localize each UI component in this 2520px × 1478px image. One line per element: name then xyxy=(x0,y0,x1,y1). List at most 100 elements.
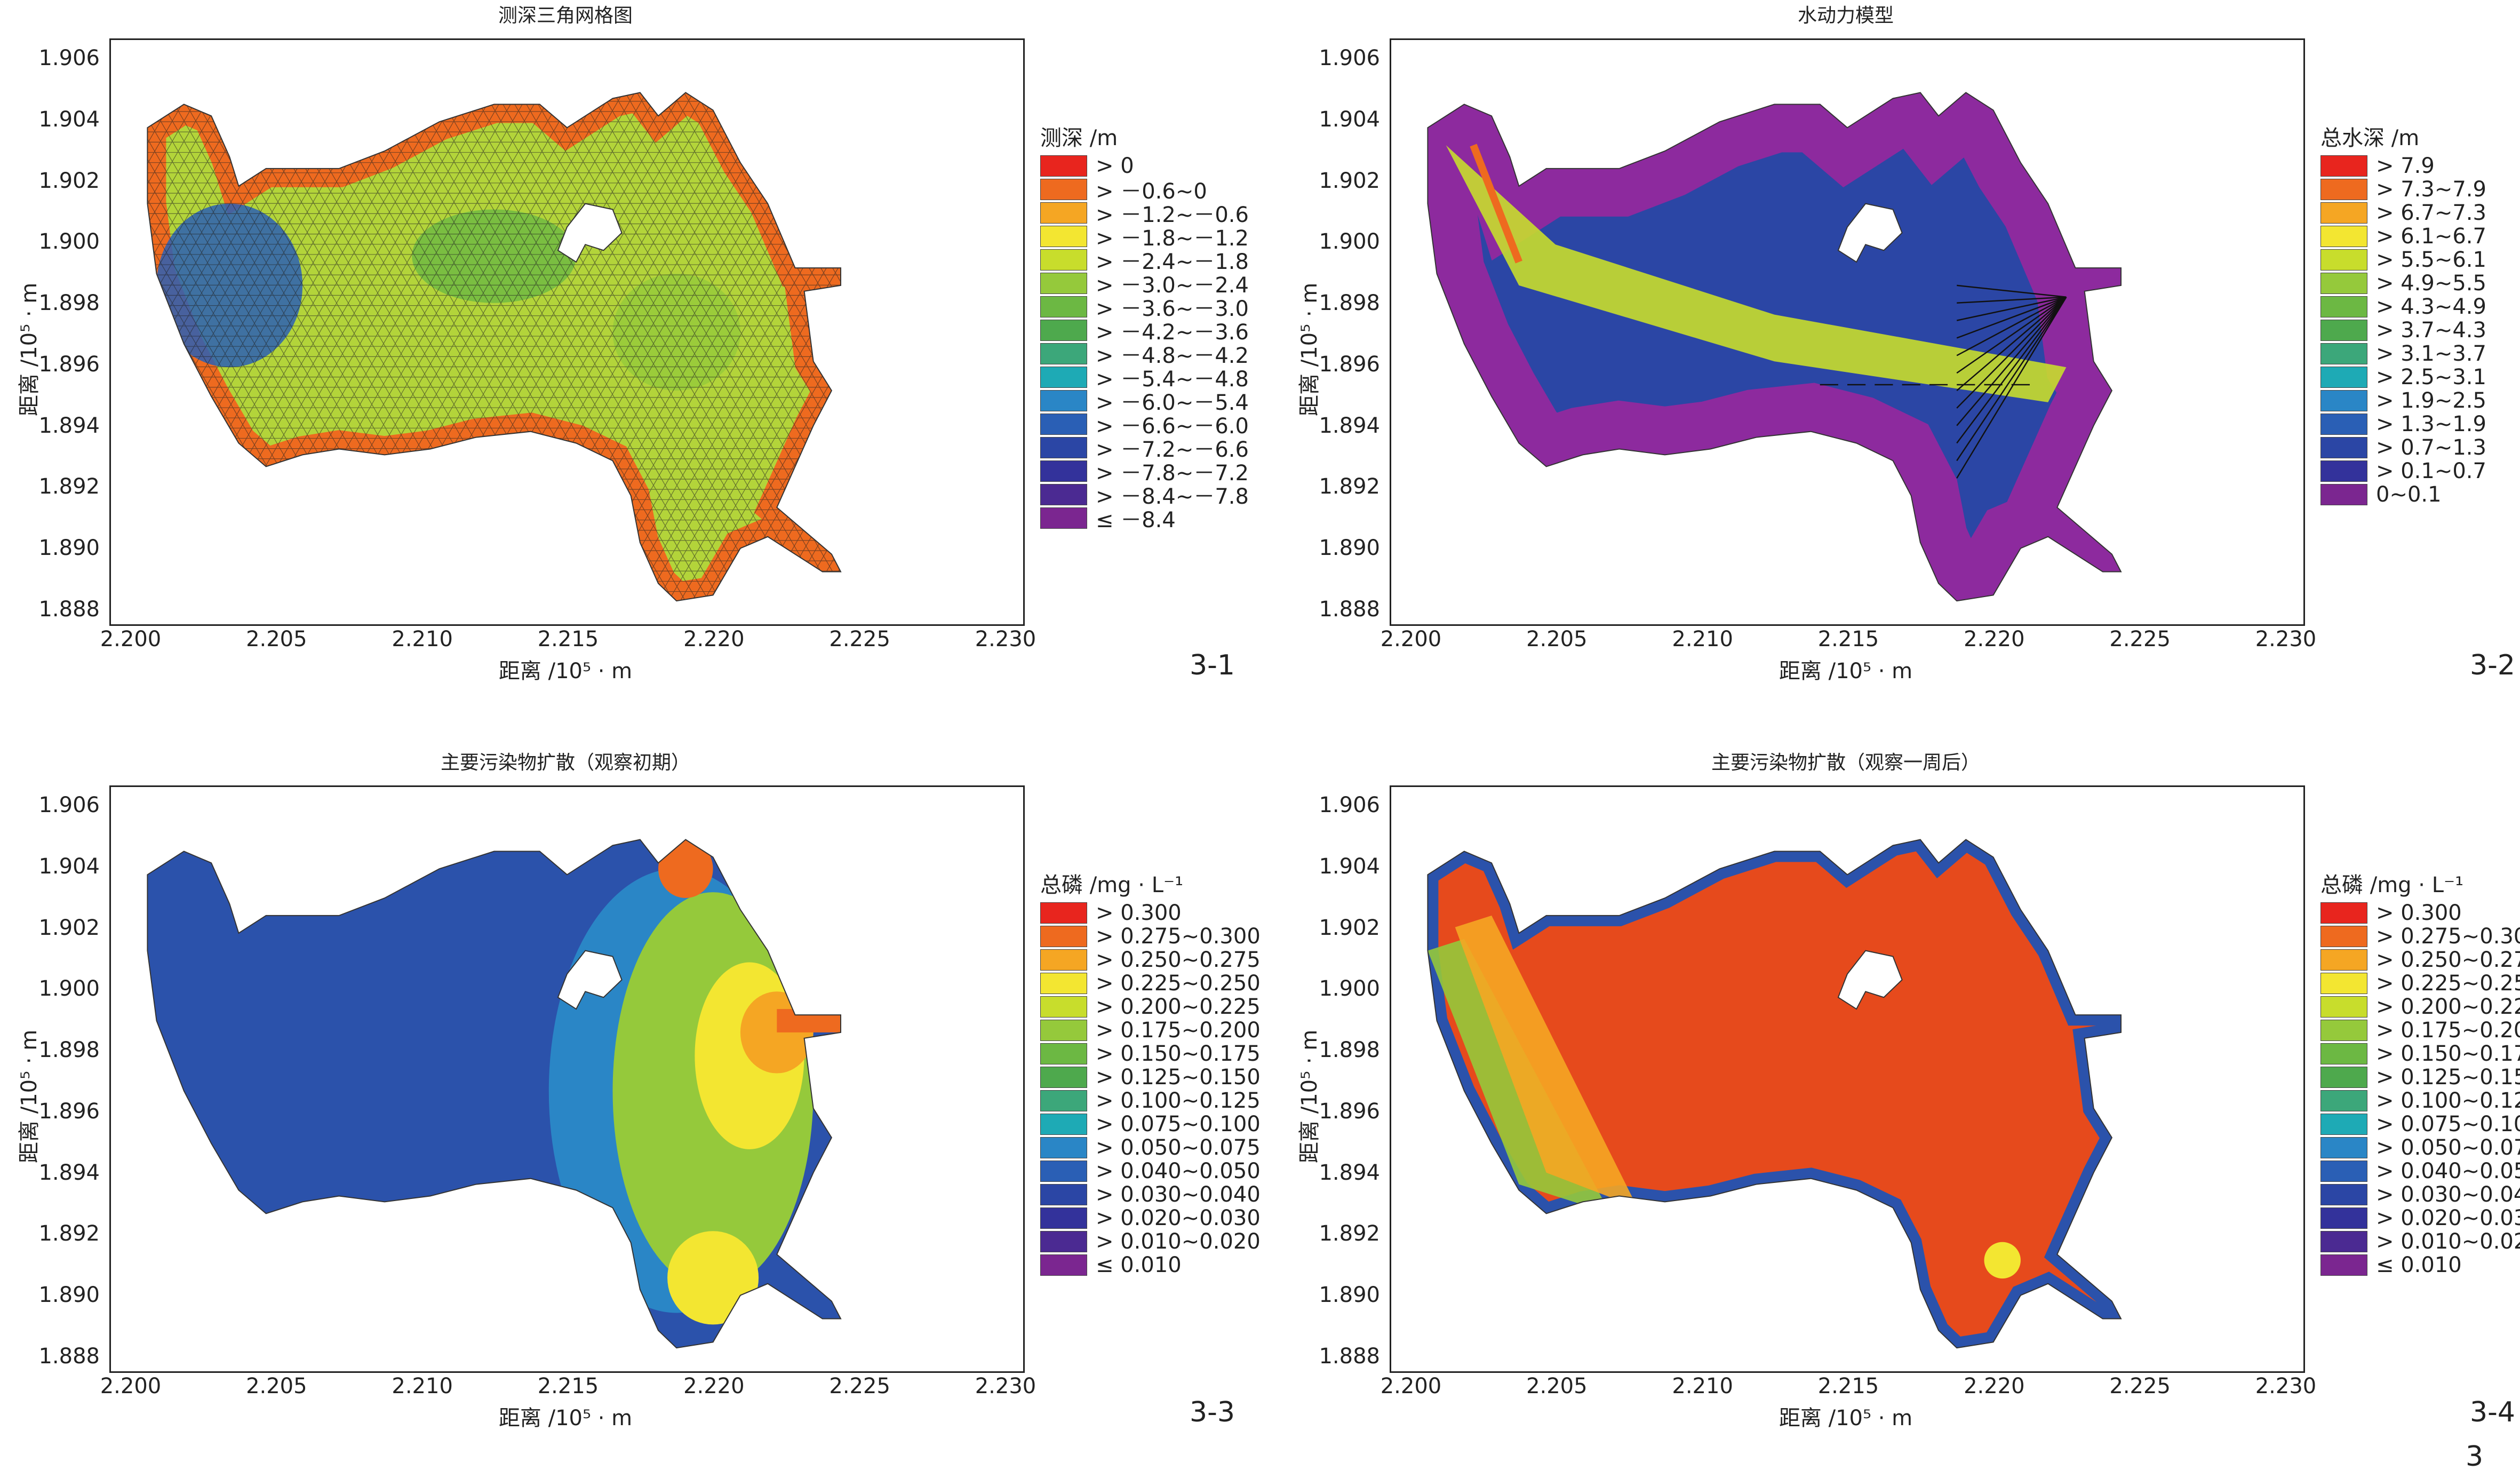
y-tick-label: 1.902 xyxy=(38,168,100,193)
legend-item: > －4.2~－3.6 xyxy=(1040,319,1249,345)
legend-label: > 7.3~7.9 xyxy=(2376,177,2486,202)
legend-swatch xyxy=(1040,1207,1087,1229)
legend-item: > 0.300 xyxy=(2320,901,2462,925)
legend-swatch xyxy=(2320,1020,2367,1041)
y-axis-label: 距离 /10⁵ · m xyxy=(17,282,42,416)
legend-swatch xyxy=(1040,390,1087,411)
legend-swatch xyxy=(2320,390,2367,411)
x-tick-label: 2.225 xyxy=(2109,627,2171,651)
legend-item: > 0.250~0.275 xyxy=(1040,948,1261,972)
y-tick-label: 1.894 xyxy=(38,413,100,438)
legend-label: > －6.6~－6.0 xyxy=(1096,414,1249,439)
y-tick-label: 1.902 xyxy=(1319,915,1380,940)
y-tick-label: 1.894 xyxy=(1319,1160,1380,1185)
plot-area xyxy=(109,785,1025,1373)
legend-label: > 0.225~0.250 xyxy=(2376,971,2520,996)
legend-label: > －4.2~－3.6 xyxy=(1096,320,1249,345)
legend-swatch xyxy=(1040,437,1087,458)
legend-label: > 0.125~0.150 xyxy=(1096,1065,1261,1090)
legend-label: > 3.7~4.3 xyxy=(2376,318,2486,343)
legend-swatch xyxy=(2320,1067,2367,1088)
legend-item: > －5.4~－4.8 xyxy=(1040,366,1249,392)
legend-item: ≤ 0.010 xyxy=(2320,1253,2462,1277)
island xyxy=(1837,950,1903,1010)
legend-swatch xyxy=(2320,273,2367,294)
y-tick-label: 1.888 xyxy=(38,1344,100,1369)
legend-label: > 0.150~0.175 xyxy=(2376,1042,2520,1066)
legend-item: > 0.150~0.175 xyxy=(1040,1042,1261,1066)
y-tick-label: 1.896 xyxy=(1319,352,1380,377)
legend-swatch xyxy=(1040,949,1087,971)
x-tick-label: 2.215 xyxy=(1817,627,1879,651)
lake-map xyxy=(147,839,842,1349)
legend-label: > 0.040~0.050 xyxy=(1096,1159,1261,1183)
legend-item: > 0.200~0.225 xyxy=(2320,995,2520,1019)
legend-swatch xyxy=(1040,1161,1087,1182)
chart-title: 测深三角网格图 xyxy=(498,5,633,27)
legend-item: > 0.030~0.040 xyxy=(1040,1182,1261,1207)
legend-item: > －0.6~0 xyxy=(1040,178,1207,204)
legend-swatch xyxy=(2320,1231,2367,1252)
legend-item: ≤ －8.4 xyxy=(1040,507,1176,533)
legend-item: > 0.010~0.020 xyxy=(1040,1229,1261,1254)
legend-item: > 0.020~0.030 xyxy=(1040,1206,1261,1230)
legend-label: > 0.100~0.125 xyxy=(1096,1088,1261,1113)
x-tick-label: 2.215 xyxy=(537,1374,599,1398)
legend-label: > －7.8~－7.2 xyxy=(1096,461,1249,486)
legend-label: ≤ 0.010 xyxy=(2376,1253,2462,1277)
legend-label: > 0.225~0.250 xyxy=(1096,971,1261,996)
legend-swatch xyxy=(1040,973,1087,994)
shoreline xyxy=(1427,839,2122,1349)
y-tick-label: 1.906 xyxy=(1319,46,1380,70)
legend-label: > 0.125~0.150 xyxy=(2376,1065,2520,1090)
legend-label: > －0.6~0 xyxy=(1096,179,1207,204)
legend-label: > 0.200~0.225 xyxy=(2376,995,2520,1019)
panel-tag: 3-3 xyxy=(1190,1396,1235,1428)
island xyxy=(557,203,623,263)
legend-swatch xyxy=(1040,484,1087,505)
y-tick-label: 1.904 xyxy=(38,107,100,132)
x-tick-label: 2.200 xyxy=(100,1374,162,1398)
legend-title: 总磷 /mg · L⁻¹ xyxy=(2320,873,2464,897)
y-tick-label: 1.894 xyxy=(38,1160,100,1185)
legend-item: > －7.2~－6.6 xyxy=(1040,436,1249,462)
legend-item: > 0.020~0.030 xyxy=(2320,1206,2520,1230)
legend-item: > 0.050~0.075 xyxy=(1040,1135,1261,1160)
shoreline xyxy=(147,92,842,602)
plot-area xyxy=(1390,38,2305,626)
chart-panel-pollutant-week: 主要污染物扩散（观察一周后） 1.906 1.904 1.902 1.900 1.898 1… xyxy=(1280,747,2520,1478)
legend-item: > 0.275~0.300 xyxy=(1040,924,1261,949)
legend-label: > 1.9~2.5 xyxy=(2376,388,2486,413)
legend-item: > 0.010~0.020 xyxy=(2320,1229,2520,1254)
legend-swatch xyxy=(1040,1114,1087,1135)
legend-label: > 5.5~6.1 xyxy=(2376,248,2486,272)
y-tick-label: 1.898 xyxy=(1319,1038,1380,1063)
legend-swatch xyxy=(1040,460,1087,482)
legend-item: > 0.040~0.050 xyxy=(2320,1159,2520,1183)
y-tick-label: 1.906 xyxy=(1319,793,1380,817)
legend-item: > 0 xyxy=(1040,154,1134,178)
legend-swatch xyxy=(2320,296,2367,317)
legend-item: > －6.6~－6.0 xyxy=(1040,413,1249,439)
y-tick-label: 1.900 xyxy=(1319,229,1380,255)
panel-tag: 3-4 xyxy=(2470,1396,2515,1428)
island xyxy=(1837,203,1903,263)
x-tick-label: 2.210 xyxy=(392,1374,453,1398)
y-tick-label: 1.890 xyxy=(38,1283,100,1308)
x-axis-label: 距离 /10⁵ · m xyxy=(498,659,633,684)
legend-item: > 0.200~0.225 xyxy=(1040,995,1261,1019)
x-tick-label: 2.230 xyxy=(975,627,1036,651)
legend-label: > 6.1~6.7 xyxy=(2376,224,2486,249)
x-tick-label: 2.200 xyxy=(1380,1374,1442,1398)
chart-panel-hydrodynamic: 水动力模型 1.906 1.904 1.902 1.900 1.898 1.896 1.894… xyxy=(1280,0,2520,731)
legend-swatch xyxy=(2320,926,2367,947)
x-tick-label: 2.230 xyxy=(2255,627,2317,651)
legend-label: > 0.075~0.100 xyxy=(1096,1112,1261,1137)
legend-label: > 0.050~0.075 xyxy=(2376,1135,2520,1160)
legend-item: > 2.5~3.1 xyxy=(2320,365,2486,390)
legend-item: > 0.100~0.125 xyxy=(1040,1088,1261,1113)
legend-label: > 0.300 xyxy=(2376,901,2462,925)
legend-swatch xyxy=(1040,996,1087,1018)
legend-label: > －7.2~－6.6 xyxy=(1096,438,1249,462)
legend-item: > 0.7~1.3 xyxy=(2320,435,2486,460)
